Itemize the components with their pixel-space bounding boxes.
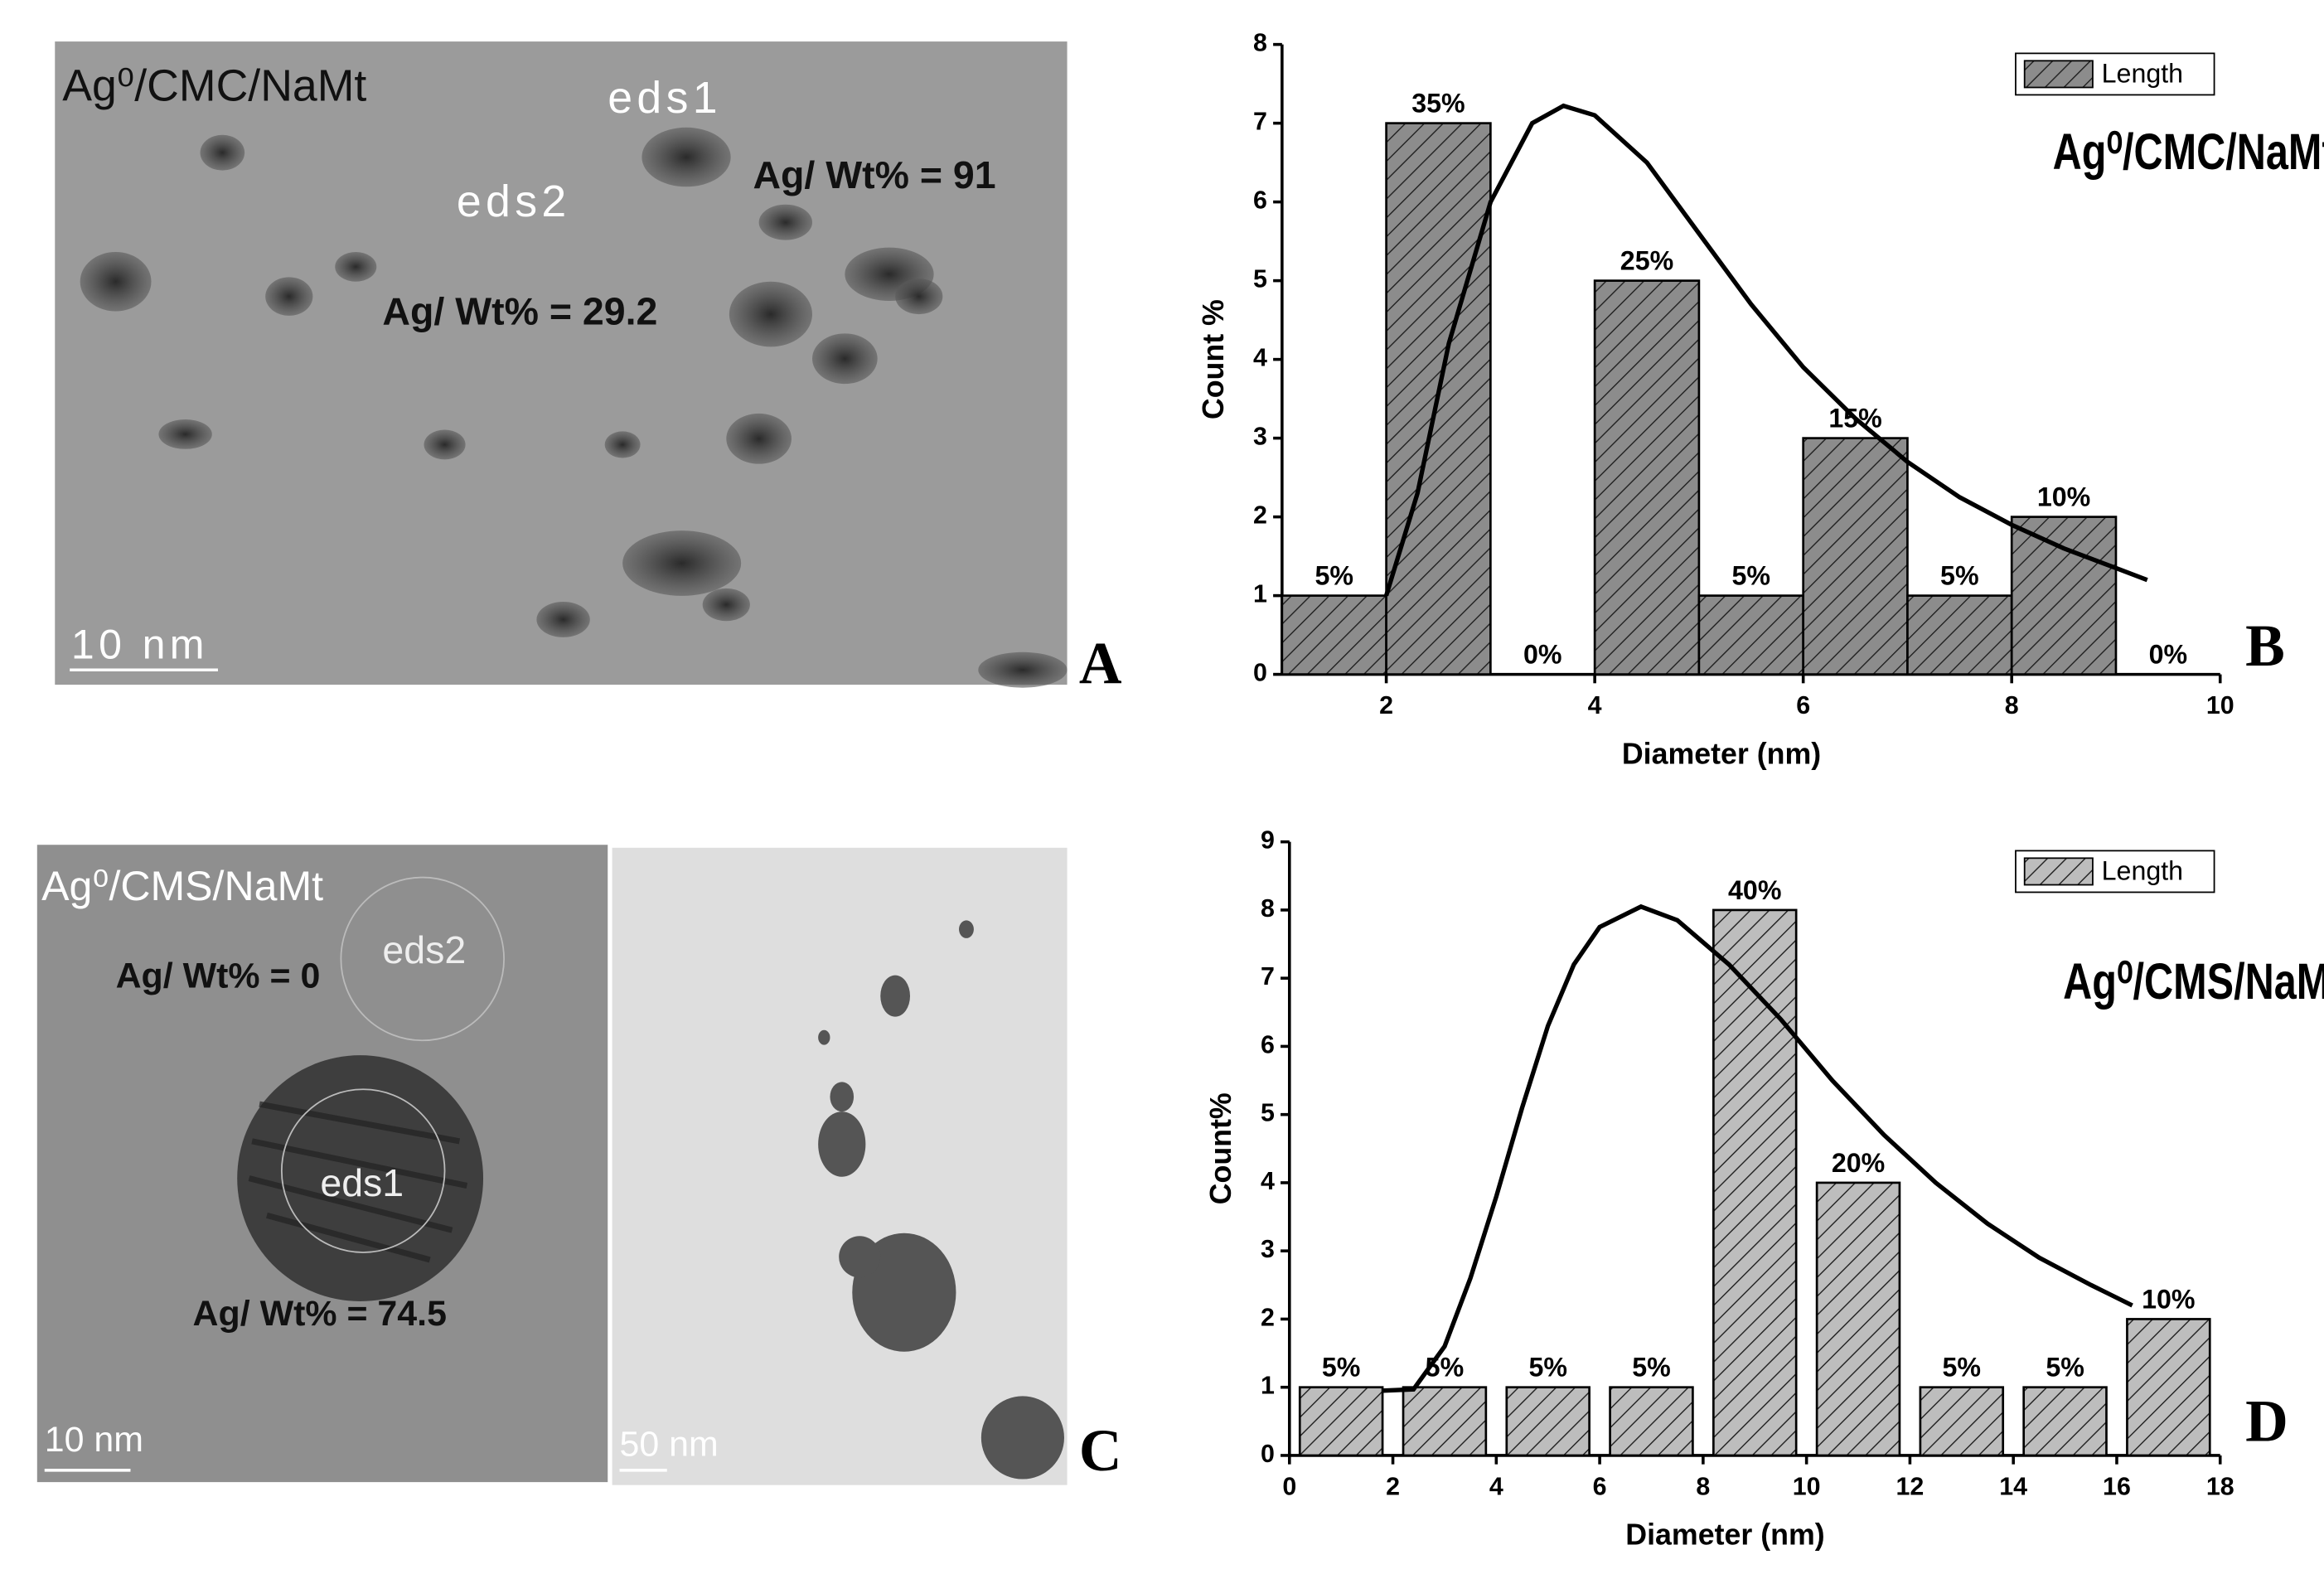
bar — [1802, 437, 1909, 676]
tem-image-a — [55, 41, 1068, 688]
bar — [1593, 279, 1701, 676]
value-label: 10% — [2037, 482, 2090, 512]
y-tick-label: 0 — [1261, 1440, 1275, 1468]
y-axis-label: Count% — [1204, 1092, 1237, 1204]
y-tick-label: 1 — [1261, 1372, 1275, 1400]
y-axis-label: Count % — [1197, 299, 1230, 419]
x-tick-label: 8 — [1696, 1472, 1710, 1500]
eds-label: eds1 — [320, 1161, 404, 1204]
legend-swatch — [2023, 60, 2094, 89]
x-tick-label: 4 — [1588, 691, 1602, 719]
y-tick-label: 8 — [1253, 29, 1267, 57]
y-tick-label: 7 — [1261, 962, 1275, 990]
x-tick-label: 2 — [1379, 691, 1393, 719]
y-tick-label: 4 — [1261, 1167, 1275, 1195]
scale-label: 10 nm — [45, 1420, 143, 1460]
x-tick-label: 12 — [1896, 1472, 1925, 1500]
bar — [1402, 1386, 1488, 1457]
x-tick-label: 4 — [1489, 1472, 1503, 1500]
y-tick-label: 5 — [1253, 265, 1267, 293]
bar — [1505, 1386, 1590, 1457]
value-label: 40% — [1728, 875, 1781, 905]
scale-label: 10 nm — [71, 622, 209, 668]
value-label: 5% — [2046, 1353, 2084, 1383]
y-tick-label: 6 — [1253, 186, 1267, 215]
bar — [1712, 908, 1798, 1457]
value-label: 5% — [1632, 1353, 1671, 1383]
x-tick-label: 14 — [1999, 1472, 2027, 1500]
x-tick-label: 6 — [1593, 1472, 1607, 1500]
value-label: 5% — [1315, 561, 1353, 591]
bar — [1815, 1181, 1901, 1457]
chart-title: Ag⁰/CMS/NaMt — [2063, 953, 2324, 1010]
fit-curve — [1382, 903, 2133, 1393]
bar — [1697, 594, 1805, 676]
legend-label: Length — [2102, 856, 2183, 886]
scale-label: 50 nm — [620, 1425, 719, 1465]
wt-label: Ag/ Wt% = 74.5 — [193, 1294, 447, 1334]
fit-curve — [1383, 103, 2148, 597]
panel-letter: A — [1079, 632, 1122, 697]
eds-label: eds2 — [457, 177, 571, 226]
y-tick-label: 5 — [1261, 1099, 1275, 1127]
bar — [2126, 1318, 2211, 1457]
chart-title: Ag⁰/CMC/NaMt — [2053, 123, 2324, 180]
panel-letter: C — [1079, 1418, 1122, 1484]
x-tick-label: 6 — [1796, 691, 1810, 719]
bar — [1919, 1386, 2005, 1457]
wt-label: Ag/ Wt% = 0 — [116, 956, 321, 995]
value-label: 5% — [1943, 1353, 1982, 1383]
panel-letter: D — [2245, 1388, 2288, 1454]
value-label: 0% — [1523, 640, 1562, 670]
sample-label: Ag⁰/CMC/NaMt — [62, 61, 366, 110]
legend-swatch — [2023, 857, 2094, 886]
y-tick-label: 3 — [1253, 423, 1267, 451]
value-label: 5% — [1940, 561, 1979, 591]
bar — [1609, 1386, 1694, 1457]
panel-letter: B — [2245, 613, 2285, 679]
bar — [1906, 594, 2013, 676]
y-tick-label: 7 — [1253, 108, 1267, 136]
x-tick-label: 16 — [2103, 1472, 2131, 1500]
y-tick-label: 3 — [1261, 1235, 1275, 1263]
value-label: 5% — [1322, 1353, 1361, 1383]
y-tick-label: 0 — [1253, 659, 1267, 687]
y-tick-label: 4 — [1253, 344, 1267, 372]
x-tick-label: 0 — [1282, 1472, 1296, 1500]
value-label: 35% — [1411, 89, 1465, 119]
x-tick-label: 10 — [1793, 1472, 1821, 1500]
wt-label: Ag/ Wt% = 91 — [753, 153, 995, 196]
value-label: 0% — [2149, 640, 2188, 670]
y-tick-label: 2 — [1253, 501, 1267, 530]
bar — [2010, 516, 2118, 676]
bar — [2022, 1386, 2108, 1457]
tem-image-c — [36, 845, 1068, 1485]
wt-label: Ag/ Wt% = 29.2 — [382, 289, 657, 332]
value-label: 20% — [1832, 1148, 1885, 1178]
y-tick-label: 1 — [1253, 580, 1267, 608]
value-label: 5% — [1528, 1353, 1567, 1383]
y-tick-label: 2 — [1261, 1303, 1275, 1331]
x-tick-label: 8 — [2005, 691, 2019, 719]
eds-label: eds2 — [382, 928, 466, 971]
x-tick-label: 2 — [1386, 1472, 1400, 1500]
bar — [1281, 594, 1387, 676]
value-label: 25% — [1620, 246, 1673, 276]
x-tick-label: 18 — [2206, 1472, 2234, 1500]
bar — [1298, 1386, 1384, 1457]
x-tick-label: 10 — [2206, 691, 2234, 719]
value-label: 5% — [1732, 561, 1771, 591]
sample-label: Ag⁰/CMS/NaMt — [41, 863, 323, 909]
x-axis-label: Diameter (nm) — [1625, 1518, 1824, 1552]
y-tick-label: 8 — [1261, 894, 1275, 923]
y-tick-label: 6 — [1261, 1030, 1275, 1058]
x-axis-label: Diameter (nm) — [1622, 737, 1821, 770]
eds-label: eds1 — [608, 73, 722, 123]
y-tick-label: 9 — [1261, 826, 1275, 855]
value-label: 10% — [2142, 1284, 2195, 1314]
legend-label: Length — [2102, 59, 2183, 89]
